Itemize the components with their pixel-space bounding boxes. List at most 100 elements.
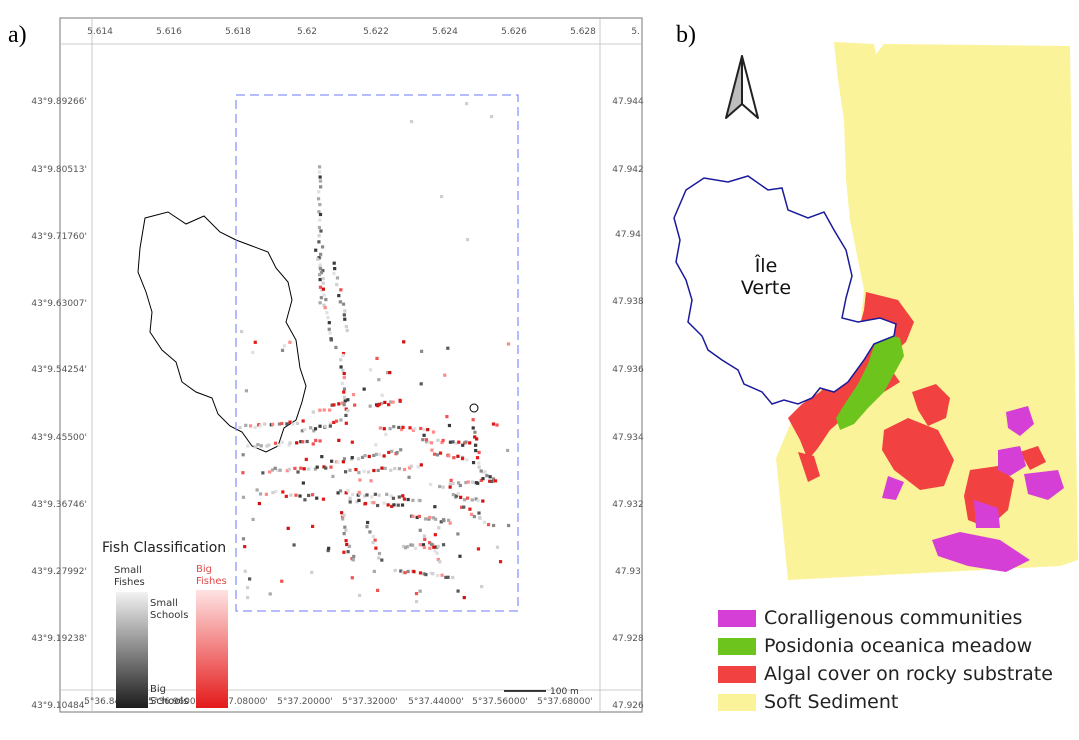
fish-detection <box>342 395 347 399</box>
fish-detection <box>422 427 426 432</box>
fish-detection <box>313 467 317 471</box>
fish-detection <box>346 398 350 402</box>
fish-detection <box>309 426 313 430</box>
fish-detection <box>257 501 261 506</box>
fish-detection <box>419 463 423 467</box>
fish-detection <box>253 340 257 344</box>
fish-detection <box>321 245 325 249</box>
fish-detection <box>454 441 459 445</box>
legend-item-posidonia: Posidonia oceanica meadow <box>718 632 1053 660</box>
fish-detection <box>415 515 419 520</box>
fish-detection <box>328 422 333 426</box>
top-tick: 5.614 <box>87 27 113 37</box>
fish-detection <box>445 415 449 419</box>
top-tick: 5.62 <box>297 27 317 37</box>
scale-bar-label: 100 m <box>550 687 579 697</box>
fish-detection <box>280 440 284 444</box>
fish-detection <box>318 265 322 269</box>
fish-detection <box>325 311 329 315</box>
fish-detection <box>491 422 496 426</box>
fish-detection <box>303 498 307 502</box>
fish-detection <box>341 351 346 356</box>
fish-detection <box>368 368 373 372</box>
fish-detection <box>323 424 327 428</box>
fish-detection <box>373 492 377 496</box>
fish-detection <box>485 474 489 478</box>
fish-detection <box>429 542 434 546</box>
fish-detection <box>491 523 496 528</box>
fish-detection <box>408 466 412 470</box>
fish-detection <box>339 358 343 362</box>
fish-detection <box>258 492 263 496</box>
fish-detection <box>337 402 341 406</box>
fish-detection <box>427 440 431 444</box>
fish-detection <box>280 348 285 352</box>
fish-detection <box>287 467 291 472</box>
panel-a-label: a) <box>8 22 27 48</box>
fish-detection <box>314 248 318 252</box>
fish-detection <box>373 538 377 542</box>
fish-detection <box>388 370 392 375</box>
fish-detection <box>350 576 354 580</box>
fish-detection <box>335 276 340 280</box>
posidonia-swatch <box>718 637 756 655</box>
fish-detection <box>291 422 295 426</box>
fish-detection <box>307 493 311 498</box>
fish-detection <box>253 445 257 449</box>
fish-detection <box>350 456 354 460</box>
fish-detection <box>303 428 307 432</box>
fish-detection <box>491 477 496 481</box>
fish-detection <box>399 569 403 573</box>
ile-verte-island <box>673 175 897 405</box>
fish-detection <box>440 440 444 445</box>
fish-detection <box>316 257 320 261</box>
fish-detection <box>414 591 419 596</box>
fish-detection <box>433 533 437 537</box>
fish-detection <box>339 418 343 422</box>
fish-detection <box>464 480 468 485</box>
fish-detection <box>326 548 330 553</box>
fish-detection <box>301 419 305 423</box>
fish-detection <box>371 534 375 539</box>
fish-detection <box>287 443 291 447</box>
fish-detection <box>436 544 440 549</box>
fish-detection <box>406 569 410 574</box>
fish-detection <box>418 528 422 532</box>
fish-detection <box>421 543 426 547</box>
fish-detection <box>321 497 326 501</box>
marker-icon <box>469 403 479 413</box>
fish-detection <box>285 469 289 473</box>
fish-detection <box>356 457 361 461</box>
legend-label: Algal cover on rocky substrate <box>764 663 1053 685</box>
fish-detection <box>246 586 250 590</box>
island-label-line1: Île <box>754 254 778 277</box>
fish-detection <box>341 460 345 464</box>
fish-detection <box>317 170 322 174</box>
fish-detection <box>349 457 354 461</box>
fish-detection <box>327 327 331 331</box>
fish-legend-title: Fish Classification <box>102 540 226 556</box>
fish-detection <box>433 517 438 521</box>
fish-detection <box>376 503 380 508</box>
fish-detection <box>372 453 376 458</box>
fish-detection <box>332 403 336 407</box>
fish-detection <box>320 288 324 293</box>
fish-detection <box>377 551 382 556</box>
fish-detection <box>377 556 381 560</box>
left-tick: 43°9.10484' <box>31 701 87 711</box>
fish-detection <box>376 468 380 473</box>
fish-detection <box>392 425 396 429</box>
fish-detection <box>347 544 352 548</box>
posidonia-meadow-patch <box>836 332 904 430</box>
top-tick: 5.624 <box>432 27 458 37</box>
fish-detection <box>282 344 287 348</box>
fish-detection <box>263 422 267 426</box>
fish-detection <box>378 426 382 430</box>
legend-item-soft-sediment: Soft Sediment <box>718 688 1053 716</box>
fish-detection <box>360 455 365 460</box>
fish-detection <box>241 471 245 475</box>
fish-detection <box>271 422 275 426</box>
fish-detection <box>423 517 428 521</box>
fish-detection <box>448 482 452 486</box>
fish-detection <box>310 570 314 575</box>
